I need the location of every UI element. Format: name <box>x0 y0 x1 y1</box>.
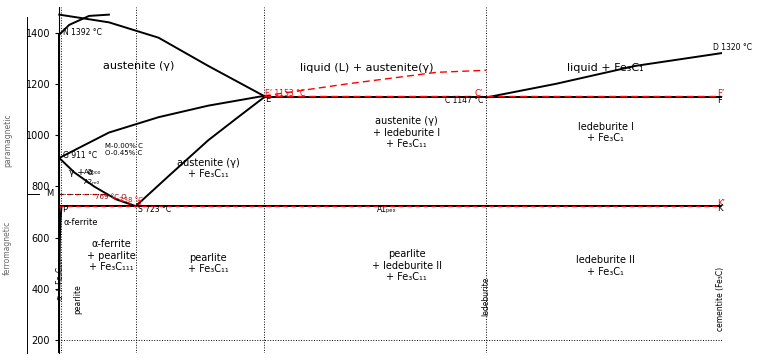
Text: P: P <box>62 205 67 214</box>
Text: pearlite
+ ledeburite II
+ Fe₃C₁₁: pearlite + ledeburite II + Fe₃C₁₁ <box>372 249 442 283</box>
Text: γ + α: γ + α <box>69 168 93 177</box>
Text: A2₀₀₀: A2₀₀₀ <box>84 169 102 175</box>
Text: C’: C’ <box>475 89 483 98</box>
Text: α-ferrite: α-ferrite <box>63 218 98 227</box>
Text: α + Fe₃C₁₁₁: α + Fe₃C₁₁₁ <box>56 258 65 300</box>
Text: ferromagnetic: ferromagnetic <box>3 221 12 275</box>
Text: M-0.00% C
O-0.45% C: M-0.00% C O-0.45% C <box>105 143 143 156</box>
Text: N 1392 °C: N 1392 °C <box>63 28 102 37</box>
Text: F: F <box>717 95 722 104</box>
Text: austenite (γ)
+ Fe₃C₁₁: austenite (γ) + Fe₃C₁₁ <box>177 158 239 179</box>
Text: α-ferrite
+ pearlite
+ Fe₃C₁₁₁: α-ferrite + pearlite + Fe₃C₁₁₁ <box>87 239 135 272</box>
Text: K: K <box>717 204 722 213</box>
Text: E’ 1153 °C: E’ 1153 °C <box>264 89 305 98</box>
Text: ledeburite: ledeburite <box>481 277 490 316</box>
Text: G 911 °C: G 911 °C <box>63 151 97 160</box>
Text: S 723 °C: S 723 °C <box>138 205 171 214</box>
Text: A2ₘ₀: A2ₘ₀ <box>84 179 100 185</box>
Text: E: E <box>264 95 270 104</box>
Text: 769 °C O: 769 °C O <box>95 194 127 200</box>
Text: S’: S’ <box>137 199 143 206</box>
Text: M: M <box>46 189 54 198</box>
Text: A1ₚₑₓ: A1ₚₑₓ <box>377 205 397 214</box>
Text: pearlite: pearlite <box>74 284 83 314</box>
Text: C 1147 °C: C 1147 °C <box>445 96 483 105</box>
Text: pearlite
+ Fe₃C₁₁: pearlite + Fe₃C₁₁ <box>188 252 229 274</box>
Text: D 1320 °C: D 1320 °C <box>713 44 752 53</box>
Text: austenite (γ)
+ ledeburite I
+ Fe₃C₁₁: austenite (γ) + ledeburite I + Fe₃C₁₁ <box>373 116 441 149</box>
Text: liquid (L) + austenite(γ): liquid (L) + austenite(γ) <box>300 63 434 73</box>
Text: ledeburite II
+ Fe₃C₁: ledeburite II + Fe₃C₁ <box>576 255 635 277</box>
Text: 738 °C: 738 °C <box>119 197 143 203</box>
Text: K’: K’ <box>717 199 725 208</box>
Text: liquid + Fe₃C₁: liquid + Fe₃C₁ <box>567 63 644 73</box>
Text: ledeburite I
+ Fe₃C₁: ledeburite I + Fe₃C₁ <box>578 122 634 143</box>
Text: austenite (γ): austenite (γ) <box>103 61 174 71</box>
Text: F’: F’ <box>717 89 724 98</box>
Text: cementite (Fe₃C): cementite (Fe₃C) <box>716 267 725 331</box>
Text: paramagnetic: paramagnetic <box>3 113 12 167</box>
